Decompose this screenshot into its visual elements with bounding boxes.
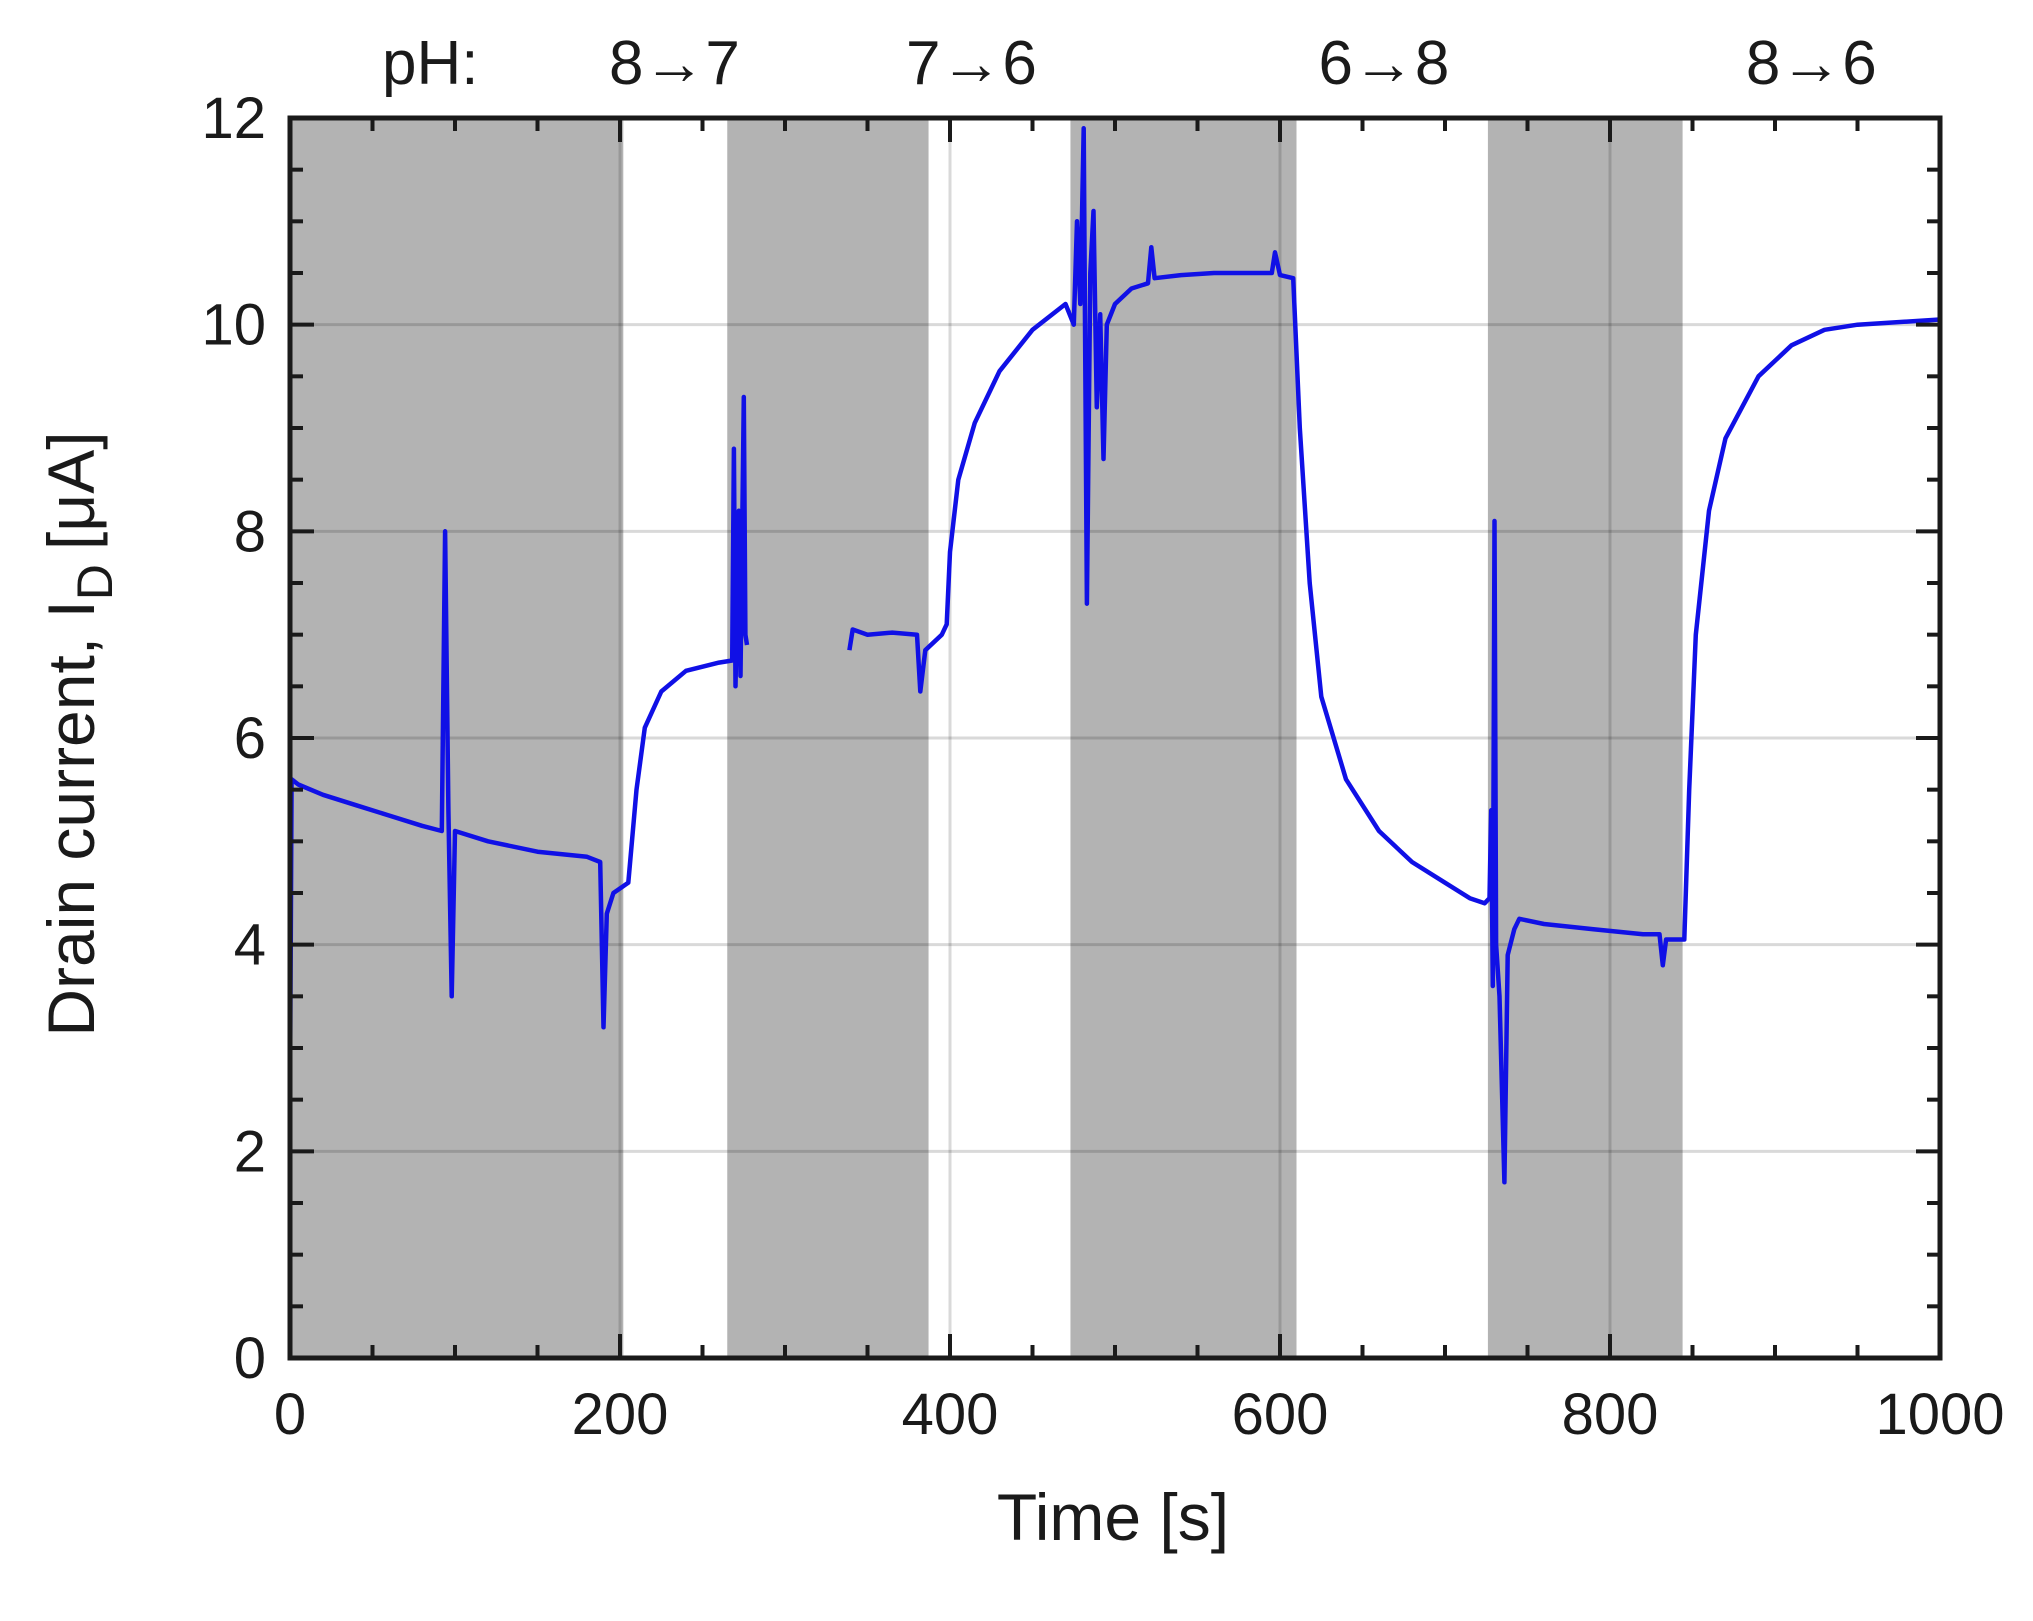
tick-labels: 0 200 400 600 800 1000 0 2 4 6 8 10 12 — [201, 86, 2004, 1447]
ph-header: pH: — [382, 29, 478, 98]
axis-ticks — [288, 116, 1942, 1360]
shaded-region — [290, 118, 624, 1358]
ph-transition-label: 8→7 — [609, 29, 740, 98]
ph-transition-label: 6→8 — [1318, 29, 1449, 98]
y-axis-title-main: Drain current, I — [34, 600, 108, 1036]
data-series — [287, 126, 1941, 1185]
x-tick-label: 400 — [902, 1382, 999, 1447]
x-tick-label: 800 — [1562, 1382, 1659, 1447]
x-tick-label: 600 — [1232, 1382, 1329, 1447]
y-tick-label: 8 — [234, 499, 266, 564]
series-line — [847, 126, 1941, 1185]
ph-transition-label: 8→6 — [1746, 29, 1877, 98]
y-tick-label: 10 — [201, 293, 266, 358]
shaded-region — [1487, 118, 1683, 1358]
ph-annotations: pH: 8→7 7→6 6→8 8→6 — [382, 29, 1877, 98]
x-axis-title: Time [s] — [997, 1480, 1229, 1554]
series-line — [287, 394, 750, 1090]
shaded-regions — [290, 118, 1683, 1358]
y-axis-title: Drain current, ID [μA] — [34, 431, 123, 1036]
y-axis-title-subscript: D — [67, 564, 123, 600]
ph-transition-label: 7→6 — [906, 29, 1037, 98]
y-axis-title-unit: [μA] — [34, 431, 108, 550]
x-tick-label: 1000 — [1875, 1382, 2004, 1447]
y-tick-label: 0 — [234, 1326, 266, 1391]
y-tick-label: 6 — [234, 706, 266, 771]
shaded-region — [727, 118, 929, 1358]
x-tick-label: 0 — [274, 1382, 306, 1447]
x-tick-label: 200 — [572, 1382, 669, 1447]
y-tick-label: 4 — [234, 913, 266, 978]
y-tick-label: 12 — [201, 86, 266, 151]
y-tick-label: 2 — [234, 1119, 266, 1184]
